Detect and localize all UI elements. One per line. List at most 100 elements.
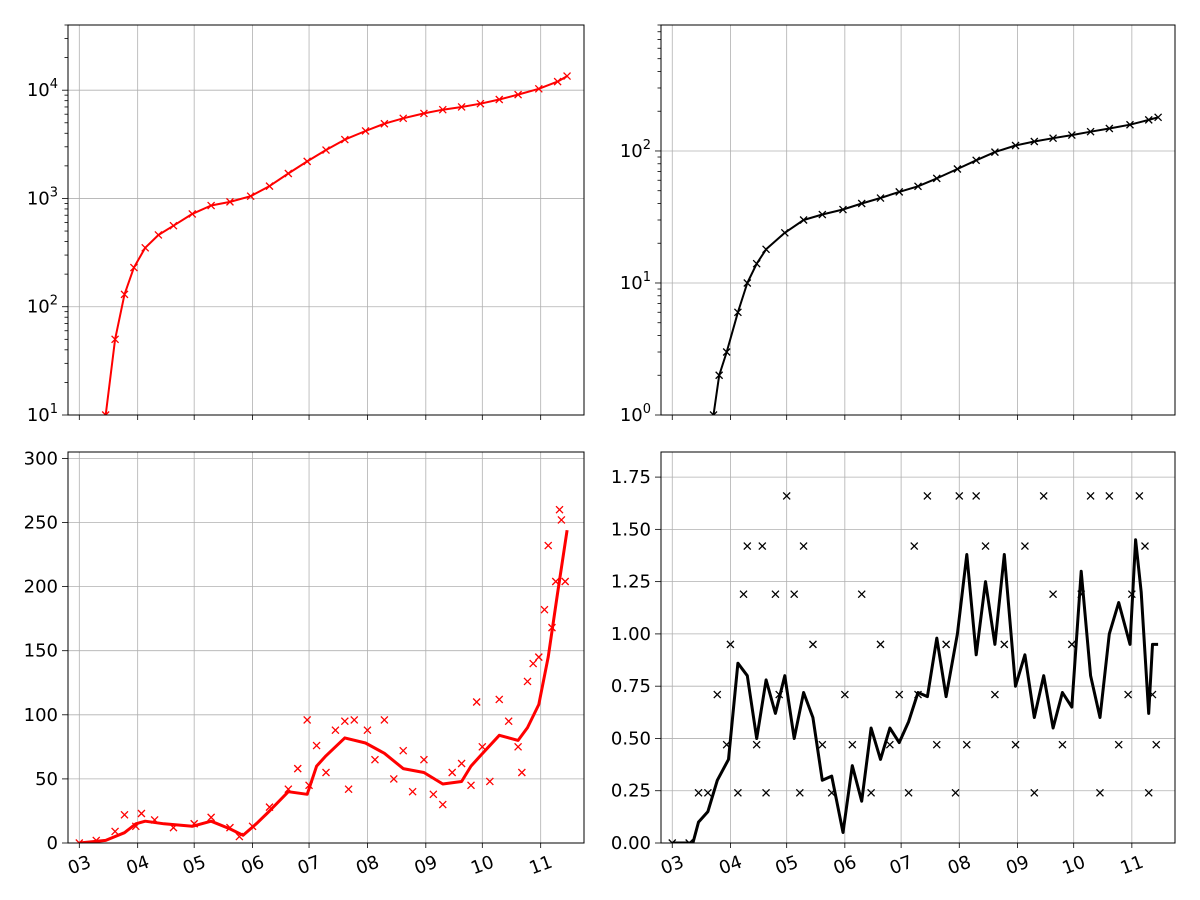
daily-point <box>818 740 827 749</box>
rolling-line <box>79 529 569 843</box>
cumulative-point <box>154 231 163 239</box>
daily-point <box>540 605 549 614</box>
panel-bottom-left: 03 04 05 06 07 08 09 10 11 0 50 100 150 200 250 300 <box>24 448 585 880</box>
x-tick-label-06: 06 <box>238 852 267 880</box>
panel-top-left: 101 102 103 104 <box>27 24 585 426</box>
daily-point <box>408 787 417 796</box>
y-tick-label: 1.75 <box>611 467 651 488</box>
cumulative-point <box>857 199 866 208</box>
daily-point <box>942 640 951 649</box>
daily-point <box>111 827 120 836</box>
daily-point <box>840 690 849 699</box>
daily-point <box>876 640 885 649</box>
daily-point <box>429 790 438 799</box>
x-tick-label-06: 06 <box>831 852 860 880</box>
cumulative-point <box>1144 115 1153 124</box>
cumulative-point <box>914 182 922 191</box>
daily-point <box>472 698 481 706</box>
x-tick-label-03: 03 <box>65 852 94 880</box>
daily-point <box>1114 740 1123 749</box>
cumulative-point <box>246 192 255 201</box>
daily-point <box>808 640 817 649</box>
cumulative-point <box>1105 124 1114 133</box>
cumulative-point <box>1154 113 1163 122</box>
cumulative-point <box>322 146 330 155</box>
axes-frame <box>660 451 1176 844</box>
daily-point <box>389 774 398 783</box>
cumulative-point <box>752 259 761 268</box>
cumulative-point <box>129 263 138 272</box>
cumulative-point <box>722 348 731 356</box>
daily-point <box>350 715 359 724</box>
x-tick-label-07: 07 <box>295 852 324 880</box>
cumulative-point <box>1030 137 1039 146</box>
daily-point <box>363 726 372 735</box>
cumulative-point <box>225 197 234 206</box>
daily-point <box>485 777 494 786</box>
cumulative-point <box>799 216 808 224</box>
daily-point <box>448 768 457 777</box>
daily-point <box>726 640 735 649</box>
daily-point <box>523 677 532 686</box>
daily-point <box>713 690 722 699</box>
y-tick-label: 300 <box>24 448 58 469</box>
cumulative-point <box>169 221 178 230</box>
cumulative-point <box>476 99 485 108</box>
daily-point <box>1067 640 1076 649</box>
y-tick-label: 150 <box>24 641 58 662</box>
rolling-line <box>672 538 1159 843</box>
daily-point <box>322 768 330 777</box>
daily-point <box>517 768 526 777</box>
daily-point <box>981 542 990 551</box>
daily-point <box>467 781 475 790</box>
daily-point <box>1086 491 1095 500</box>
x-tick-label-04: 04 <box>716 852 745 880</box>
daily-point <box>495 695 504 704</box>
y-tick-label: 0.25 <box>611 781 651 802</box>
daily-point <box>782 491 791 500</box>
daily-point <box>1135 491 1144 500</box>
daily-point <box>1000 640 1009 649</box>
daily-point <box>758 542 767 551</box>
daily-point <box>885 740 894 749</box>
daily-point <box>1124 690 1133 699</box>
daily-point <box>544 541 553 550</box>
daily-point <box>1030 788 1039 797</box>
daily-point <box>457 759 466 768</box>
daily-point <box>75 839 84 843</box>
daily-point <box>923 491 932 500</box>
cumulative-point <box>972 156 981 165</box>
daily-point <box>207 813 216 822</box>
daily-point <box>380 715 389 724</box>
cumulative-point <box>265 182 274 191</box>
y-tick-label: 250 <box>24 513 58 534</box>
daily-point <box>534 653 543 662</box>
daily-point <box>312 741 321 750</box>
cumulative-point <box>762 245 771 254</box>
daily-point <box>399 746 408 755</box>
x-tick-label-05: 05 <box>180 852 209 880</box>
daily-point <box>962 740 971 749</box>
data-layer <box>75 505 570 843</box>
daily-point <box>1039 491 1048 500</box>
daily-point <box>1141 542 1149 551</box>
daily-point <box>955 491 964 500</box>
cumulative-point <box>715 371 724 380</box>
daily-point <box>685 839 694 843</box>
y-tick-label: 101 <box>620 270 651 294</box>
daily-point <box>504 717 513 726</box>
y-tick-label: 1.25 <box>611 572 651 593</box>
cumulative-point <box>733 308 742 317</box>
daily-point <box>848 740 857 749</box>
y-tick-label: 0.50 <box>611 728 651 749</box>
cumulative-point <box>932 174 941 183</box>
cumulative-point <box>990 148 999 157</box>
axes-frame <box>660 24 1176 416</box>
daily-point <box>951 788 960 797</box>
y-tick-label: 200 <box>24 577 58 598</box>
daily-point <box>771 590 780 599</box>
daily-point <box>303 715 312 724</box>
y-tick-label: 104 <box>27 77 58 101</box>
axes-frame <box>67 451 585 844</box>
daily-point <box>795 788 804 797</box>
